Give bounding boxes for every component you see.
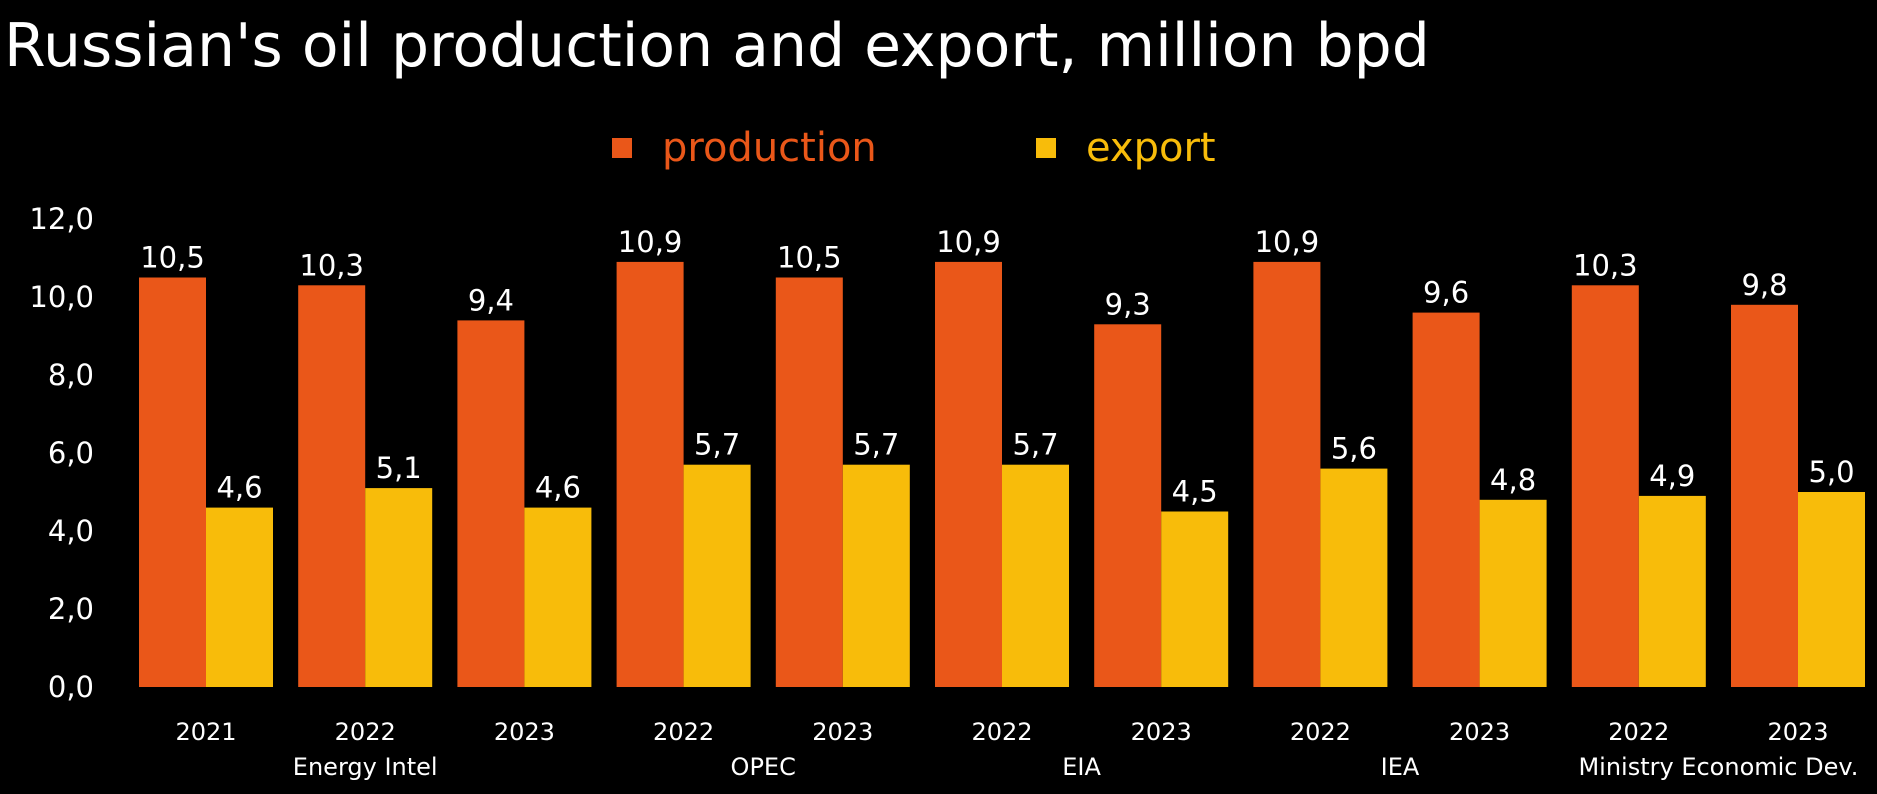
y-tick-label: 10,0 — [29, 280, 94, 314]
x-tick-label: 2023 — [1767, 718, 1828, 746]
data-label-export: 5,0 — [1808, 455, 1854, 489]
y-tick-label: 4,0 — [48, 514, 94, 548]
data-label-production: 9,3 — [1105, 287, 1151, 321]
legend-swatch-export — [1036, 138, 1056, 158]
bar-export — [842, 464, 910, 687]
bar-production — [775, 277, 843, 687]
x-tick-label: 2021 — [175, 718, 236, 746]
data-label-export: 4,6 — [535, 471, 581, 505]
bar-production — [616, 261, 684, 687]
x-axis: 2021 2022 2023 2022 2023 2022 2023 2022 2023 2022… — [175, 718, 1858, 781]
data-label-export: 5,1 — [376, 451, 422, 485]
data-label-export: 5,6 — [1331, 432, 1377, 466]
group-label: OPEC — [731, 753, 796, 781]
y-axis: 0,0 2,0 4,0 6,0 8,0 10,0 12,0 — [29, 202, 94, 704]
data-label-production: 10,3 — [1573, 248, 1638, 282]
legend-item-production: production — [612, 118, 877, 178]
data-label-production: 10,9 — [618, 225, 683, 259]
bars: 10,5 4,6 10,3 5,1 9,4 4,6 10,9 5,7 10,5 5,7 10,9 5,… — [139, 225, 1865, 687]
bar-export — [1161, 511, 1229, 687]
y-tick-label: 8,0 — [48, 358, 94, 392]
group-label: Ministry Economic Dev. — [1578, 753, 1858, 781]
x-tick-label: 2023 — [494, 718, 555, 746]
bar-production — [1412, 312, 1480, 687]
data-label-export: 4,8 — [1490, 463, 1536, 497]
chart-title: Russian's oil production and export, mil… — [4, 11, 1430, 81]
data-label-production: 10,5 — [140, 241, 205, 275]
bar-production — [935, 261, 1002, 687]
bar-production — [1253, 261, 1321, 687]
bar-export — [1798, 492, 1865, 687]
x-tick-label: 2022 — [1608, 718, 1669, 746]
bar-export — [524, 507, 592, 687]
y-tick-label: 0,0 — [48, 670, 94, 704]
legend-label-export: export — [1086, 125, 1216, 171]
group-label: Energy Intel — [293, 753, 438, 781]
bar-export — [1320, 468, 1388, 687]
bar-export — [683, 464, 751, 687]
data-label-export: 5,7 — [853, 428, 899, 462]
data-label-export: 4,6 — [216, 471, 262, 505]
x-tick-label: 2023 — [1449, 718, 1510, 746]
y-tick-label: 2,0 — [48, 592, 94, 626]
group-label: EIA — [1062, 753, 1101, 781]
data-label-production: 9,4 — [468, 283, 514, 317]
data-label-production: 9,8 — [1741, 268, 1787, 302]
data-label-production: 10,9 — [1255, 225, 1320, 259]
legend-item-export: export — [1036, 118, 1216, 178]
bar-export — [365, 488, 433, 687]
y-tick-label: 12,0 — [29, 202, 94, 236]
bar-export — [1002, 464, 1069, 687]
bar-production — [457, 320, 525, 687]
x-tick-label: 2023 — [1131, 718, 1192, 746]
bar-production — [1094, 324, 1162, 687]
x-tick-label: 2022 — [971, 718, 1032, 746]
bar-production — [1731, 304, 1798, 687]
legend: production export — [0, 118, 1877, 178]
x-tick-label: 2022 — [653, 718, 714, 746]
data-label-export: 4,9 — [1649, 459, 1695, 493]
data-label-production: 9,6 — [1423, 276, 1469, 310]
bar-production — [1571, 285, 1639, 687]
data-label-production: 10,5 — [777, 241, 842, 275]
x-tick-label: 2023 — [812, 718, 873, 746]
bar-export — [206, 507, 273, 687]
group-label: IEA — [1381, 753, 1420, 781]
bar-export — [1638, 495, 1706, 687]
data-label-export: 5,7 — [694, 428, 740, 462]
data-label-production: 10,3 — [299, 248, 364, 282]
x-tick-label: 2022 — [335, 718, 396, 746]
bar-export — [1479, 499, 1547, 687]
x-tick-label: 2022 — [1290, 718, 1351, 746]
legend-swatch-production — [612, 138, 632, 158]
bar-production — [139, 277, 206, 687]
legend-label-production: production — [662, 125, 877, 171]
data-label-production: 10,9 — [936, 225, 1001, 259]
bar-production — [298, 285, 366, 687]
data-label-export: 5,7 — [1012, 428, 1058, 462]
data-label-export: 4,5 — [1172, 475, 1218, 509]
y-tick-label: 6,0 — [48, 436, 94, 470]
